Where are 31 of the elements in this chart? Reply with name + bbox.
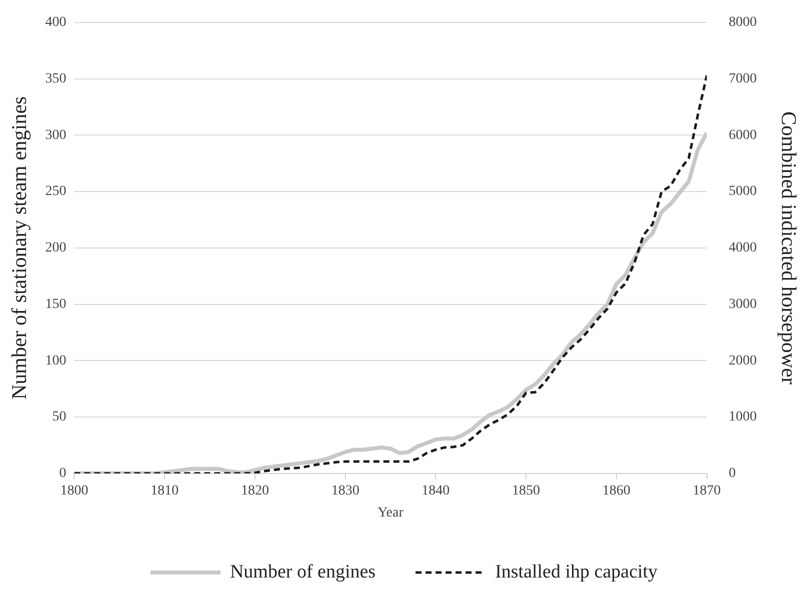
y2-axis-title: Combined indicated horsepower xyxy=(776,111,801,384)
y-tick-label: 100 xyxy=(45,353,66,368)
y2-tick-label: 4000 xyxy=(728,240,757,256)
x-tick-label: 1860 xyxy=(602,483,630,498)
y-tick-label: 350 xyxy=(45,71,66,86)
y-tick-label: 400 xyxy=(45,15,66,30)
y-tick-label: 200 xyxy=(45,240,66,256)
x-tick-label: 1870 xyxy=(692,483,721,498)
x-tick-label: 1830 xyxy=(331,483,360,498)
y2-tick-label: 2000 xyxy=(728,353,757,368)
x-tick-label: 1840 xyxy=(422,483,450,498)
legend-label: Number of engines xyxy=(230,561,376,582)
y2-tick-label: 8000 xyxy=(728,15,757,30)
x-tick-label: 1850 xyxy=(512,483,540,498)
y-axis-title: Number of stationary steam engines xyxy=(7,96,32,400)
x-axis-title: Year xyxy=(378,505,404,520)
y2-tick-label: 7000 xyxy=(728,71,757,86)
x-tick-label: 1800 xyxy=(60,483,88,498)
y2-tick-label: 3000 xyxy=(728,296,757,312)
y2-tick-label: 5000 xyxy=(728,184,757,200)
y-tick-label: 150 xyxy=(45,296,66,312)
y2-tick-label: 0 xyxy=(728,466,736,482)
y-tick-label: 300 xyxy=(45,128,66,143)
y2-tick-label: 1000 xyxy=(728,410,757,425)
y-tick-label: 0 xyxy=(59,466,66,482)
y-tick-label: 50 xyxy=(52,410,66,425)
x-tick-label: 1820 xyxy=(240,483,269,498)
legend-label: Installed ihp capacity xyxy=(495,561,658,582)
y-tick-label: 250 xyxy=(45,184,66,200)
x-tick-label: 1810 xyxy=(150,483,179,498)
y2-tick-label: 6000 xyxy=(728,128,757,143)
